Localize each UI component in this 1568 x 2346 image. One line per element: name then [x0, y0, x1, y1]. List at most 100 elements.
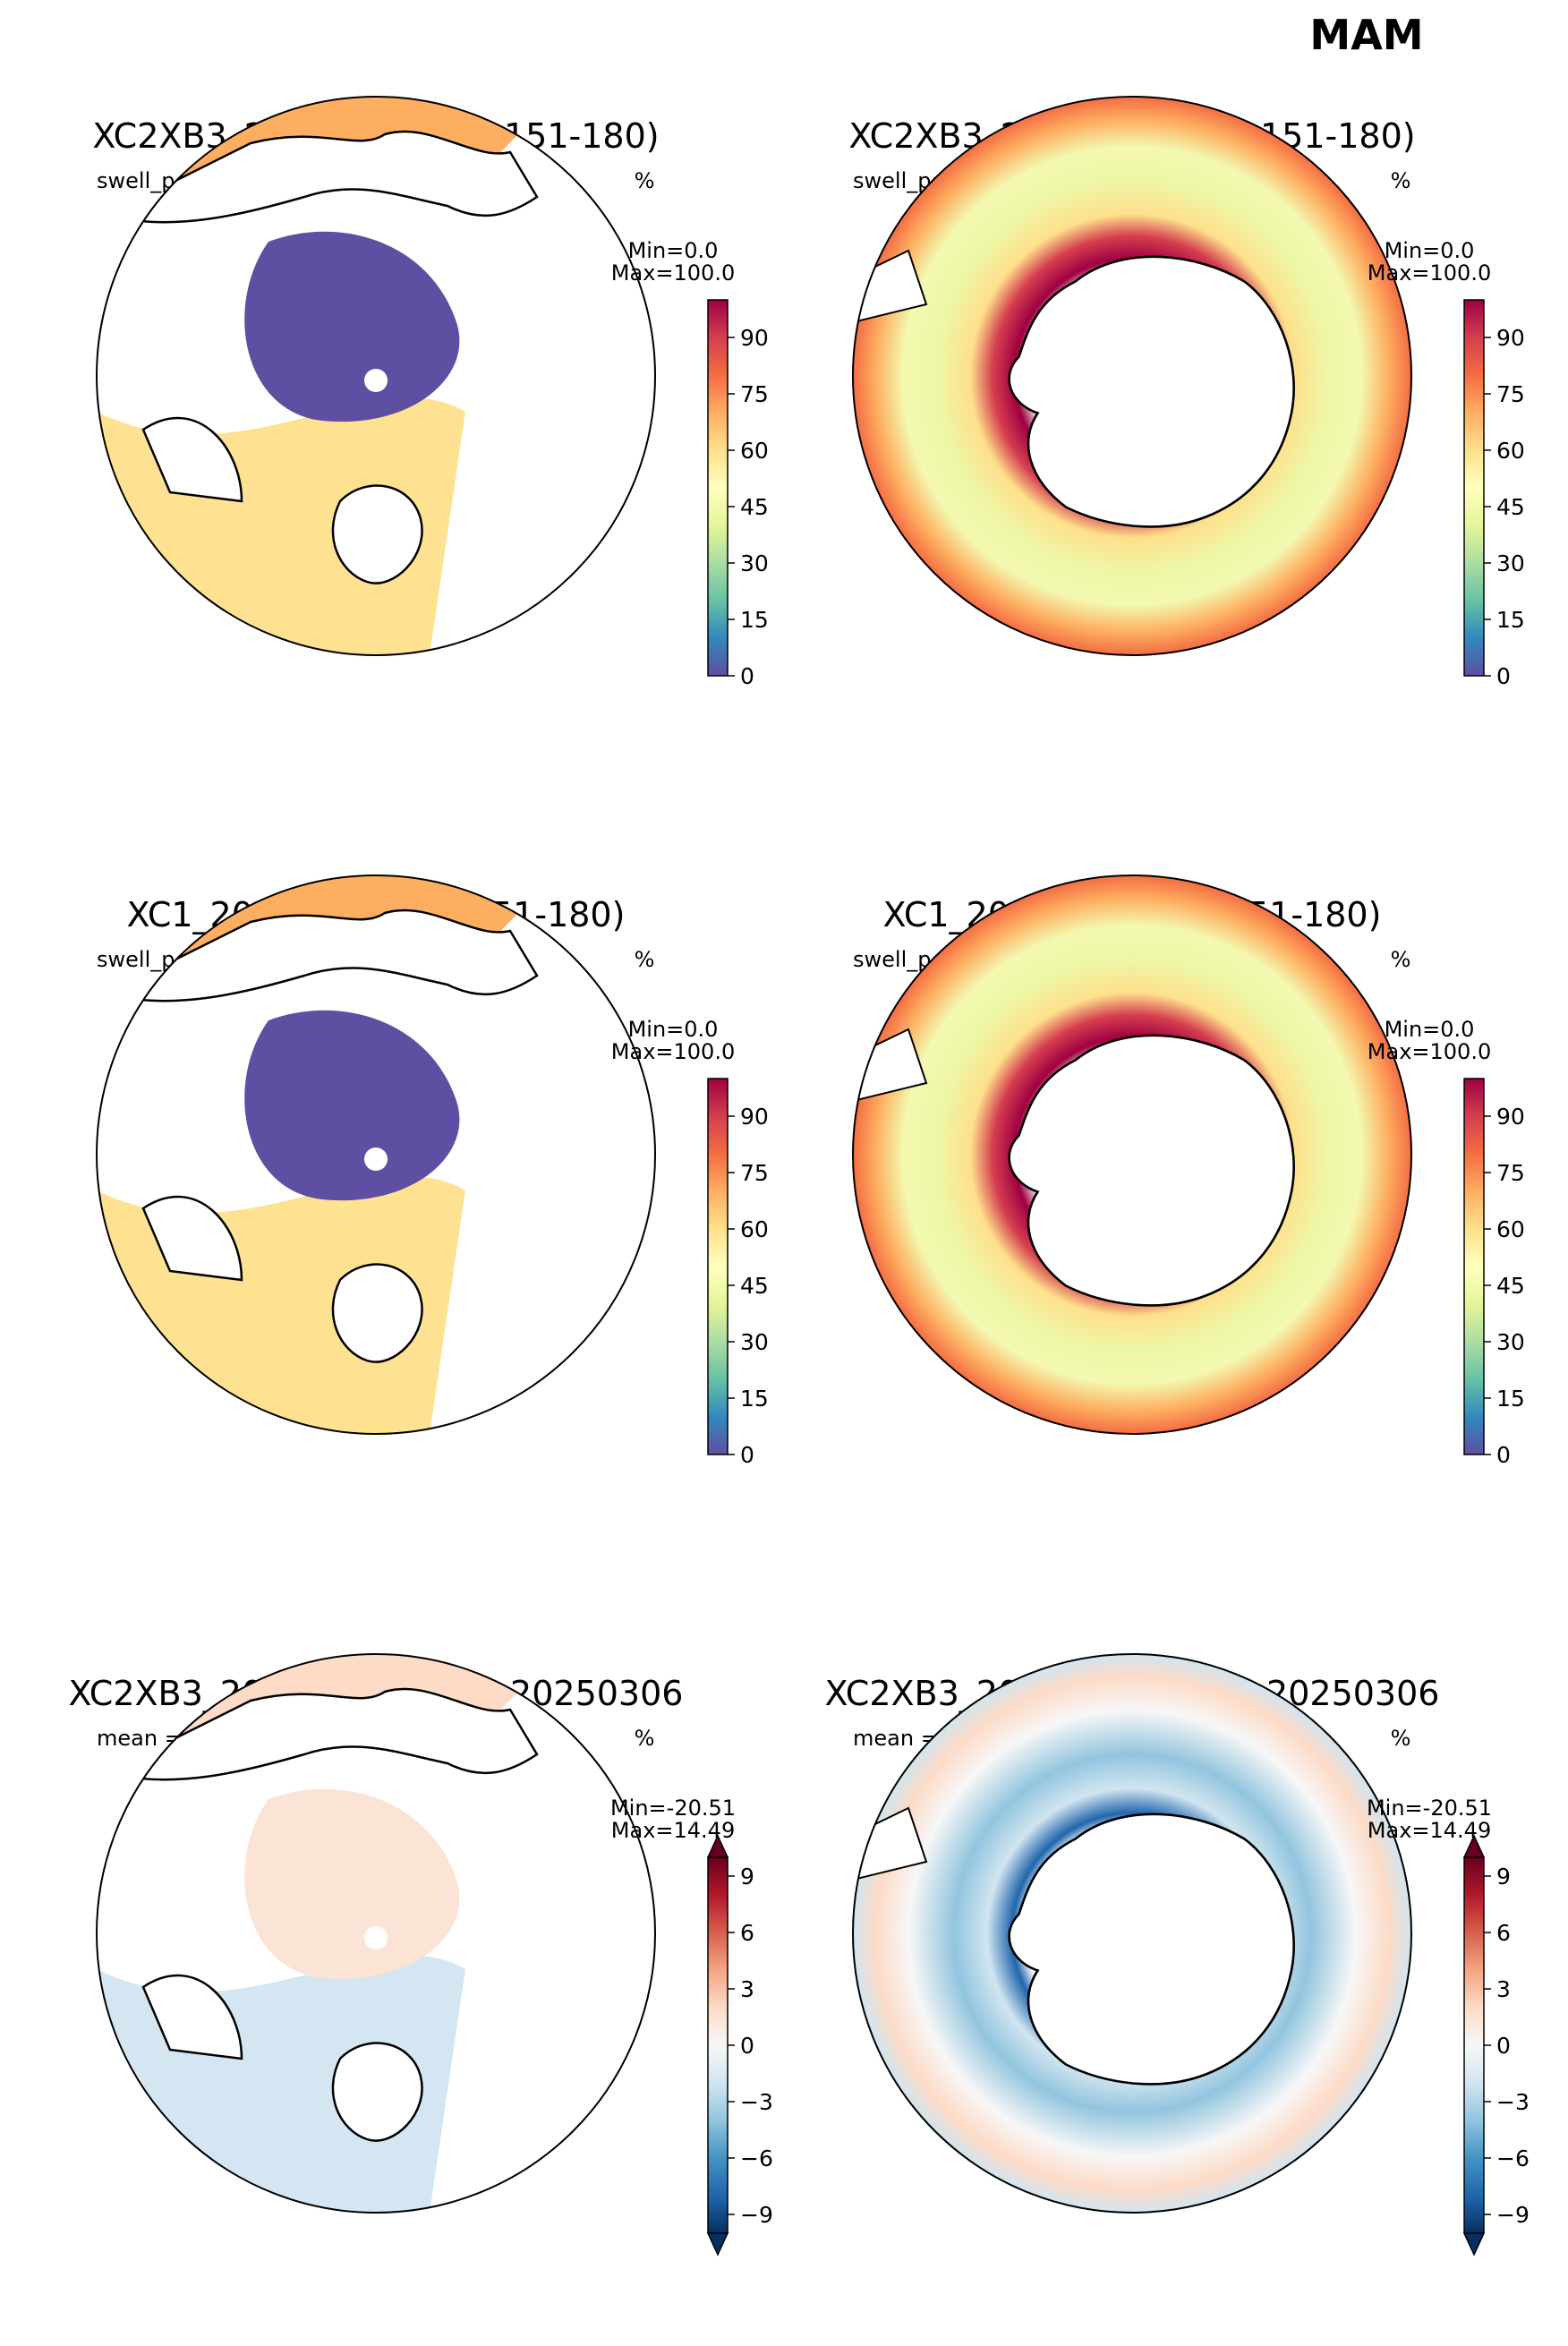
- colorbar-tick-label: 15: [740, 607, 769, 633]
- colorbar-tick-label: 60: [740, 438, 769, 464]
- colorbar: [707, 1856, 729, 2234]
- colorbar-tick-label: 45: [740, 1273, 769, 1299]
- min-label: Min=-20.51: [610, 1796, 736, 1821]
- colorbar-tick-label: 45: [1496, 494, 1525, 520]
- ocean-arctic: [244, 231, 460, 422]
- panel-units: %: [1391, 168, 1411, 193]
- colorbar-tick-label: 45: [1496, 1273, 1525, 1299]
- colorbar-tick-label: 9: [740, 1864, 754, 1890]
- land-scandinavia: [141, 1195, 243, 1282]
- map-area: [97, 875, 655, 1434]
- panel-2: XC2XB3_20250327 (yrs 151-180)swell_persi…: [848, 96, 1525, 689]
- colorbar-tick-label: 15: [740, 1386, 769, 1412]
- colorbar-tick-label: 0: [1496, 1442, 1511, 1468]
- colorbar-tick-label: 90: [1496, 325, 1525, 351]
- colorbar: [1463, 299, 1485, 677]
- colorbar-tick-label: 0: [1496, 663, 1511, 689]
- land-greenland: [331, 484, 423, 584]
- land-scandinavia: [141, 416, 243, 503]
- colorbar-tick-label: 15: [1496, 1386, 1525, 1412]
- panel-units: %: [635, 168, 655, 193]
- colorbar-tick-label: −6: [1496, 2146, 1530, 2171]
- colorbar-tick-label: 6: [740, 1920, 754, 1946]
- map-area: [97, 1654, 655, 2213]
- colorbar-tick-label: 30: [740, 550, 769, 576]
- colorbar-extend-top: [706, 1834, 729, 1858]
- max-label: Max=100.0: [1368, 1039, 1491, 1064]
- map-frame: [852, 96, 1412, 656]
- colorbar-tick-label: 30: [1496, 550, 1525, 576]
- colorbar-tick-label: 45: [740, 494, 769, 520]
- colorbar-tick-label: 30: [1496, 1329, 1525, 1355]
- min-label: Min=0.0: [628, 238, 719, 263]
- colorbar-tick-label: 60: [1496, 1216, 1525, 1242]
- colorbar-tick-label: 75: [740, 1160, 769, 1186]
- colorbar-tick-label: −6: [740, 2146, 773, 2171]
- map-frame: [852, 874, 1412, 1435]
- map-area: [853, 875, 1411, 1434]
- colorbar: [1463, 1078, 1485, 1455]
- colorbar-extend-bottom: [706, 2232, 729, 2256]
- map-frame: [96, 874, 656, 1435]
- panel-units: %: [1391, 947, 1411, 972]
- colorbar-tick-label: 3: [740, 1976, 754, 2002]
- colorbar-tick-label: −9: [1496, 2202, 1530, 2228]
- colorbar-tick-label: 90: [1496, 1104, 1525, 1130]
- colorbar-tick-label: 9: [1496, 1864, 1511, 1890]
- map-area: [853, 97, 1411, 655]
- panel-units: %: [635, 1726, 655, 1751]
- ocean-arctic: [244, 1788, 460, 1980]
- panel-3: XC1_20250306 (yrs 151-180)swell_persiste…: [96, 874, 769, 1468]
- land-eurasia: [104, 130, 539, 224]
- colorbar-tick-label: 0: [740, 663, 754, 689]
- pole-hole: [364, 1147, 388, 1171]
- map-frame: [96, 1653, 656, 2214]
- colorbar-tick-label: 0: [1496, 2033, 1511, 2059]
- map-area: [97, 97, 655, 655]
- land-south-america: [853, 1028, 928, 1103]
- pole-hole: [364, 369, 388, 392]
- colorbar-tick-label: 75: [1496, 381, 1525, 407]
- colorbar-tick-label: 90: [740, 325, 769, 351]
- colorbar-tick-label: 3: [1496, 1976, 1511, 2002]
- land-eurasia: [104, 909, 539, 1002]
- pole-hole: [364, 1926, 388, 1949]
- colorbar: [707, 299, 729, 677]
- panel-units: %: [1391, 1726, 1411, 1751]
- colorbar-tick-label: 0: [740, 2033, 754, 2059]
- panel-1: XC2XB3_20250327 (yrs 151-180)swell_persi…: [92, 96, 769, 689]
- figure-title: MAM: [1309, 11, 1423, 59]
- panel-4: XC1_20250306 (yrs 151-180)swell_persiste…: [852, 874, 1525, 1468]
- land-south-america: [853, 1806, 928, 1881]
- land-greenland: [331, 2042, 423, 2142]
- min-label: Min=0.0: [628, 1017, 719, 1042]
- colorbar-tick-label: −9: [740, 2202, 773, 2228]
- map-frame: [96, 96, 656, 656]
- colorbar-tick-label: 60: [740, 1216, 769, 1242]
- land-antarctica: [1008, 1034, 1295, 1307]
- colorbar-extend-top: [1462, 1834, 1486, 1858]
- land-greenland: [331, 1263, 423, 1363]
- land-antarctica: [1008, 1813, 1295, 2086]
- land-scandinavia: [141, 1974, 243, 2060]
- max-label: Max=100.0: [611, 1039, 735, 1064]
- colorbar-tick-label: 6: [1496, 1920, 1511, 1946]
- max-label: Max=100.0: [1368, 260, 1491, 286]
- colorbar-tick-label: 75: [740, 381, 769, 407]
- map-frame: [852, 1653, 1412, 2214]
- colorbar-tick-label: 30: [740, 1329, 769, 1355]
- colorbar: [1463, 1856, 1485, 2234]
- max-label: Max=100.0: [611, 260, 735, 286]
- min-label: Min=-20.51: [1367, 1796, 1492, 1821]
- colorbar-tick-label: 0: [740, 1442, 754, 1468]
- max-label: Max=14.49: [611, 1818, 735, 1843]
- colorbar-tick-label: −3: [740, 2089, 773, 2115]
- min-label: Min=0.0: [1385, 238, 1475, 263]
- colorbar-tick-label: −3: [1496, 2089, 1530, 2115]
- land-south-america: [853, 249, 928, 324]
- panel-units: %: [635, 947, 655, 972]
- colorbar-tick-label: 75: [1496, 1160, 1525, 1186]
